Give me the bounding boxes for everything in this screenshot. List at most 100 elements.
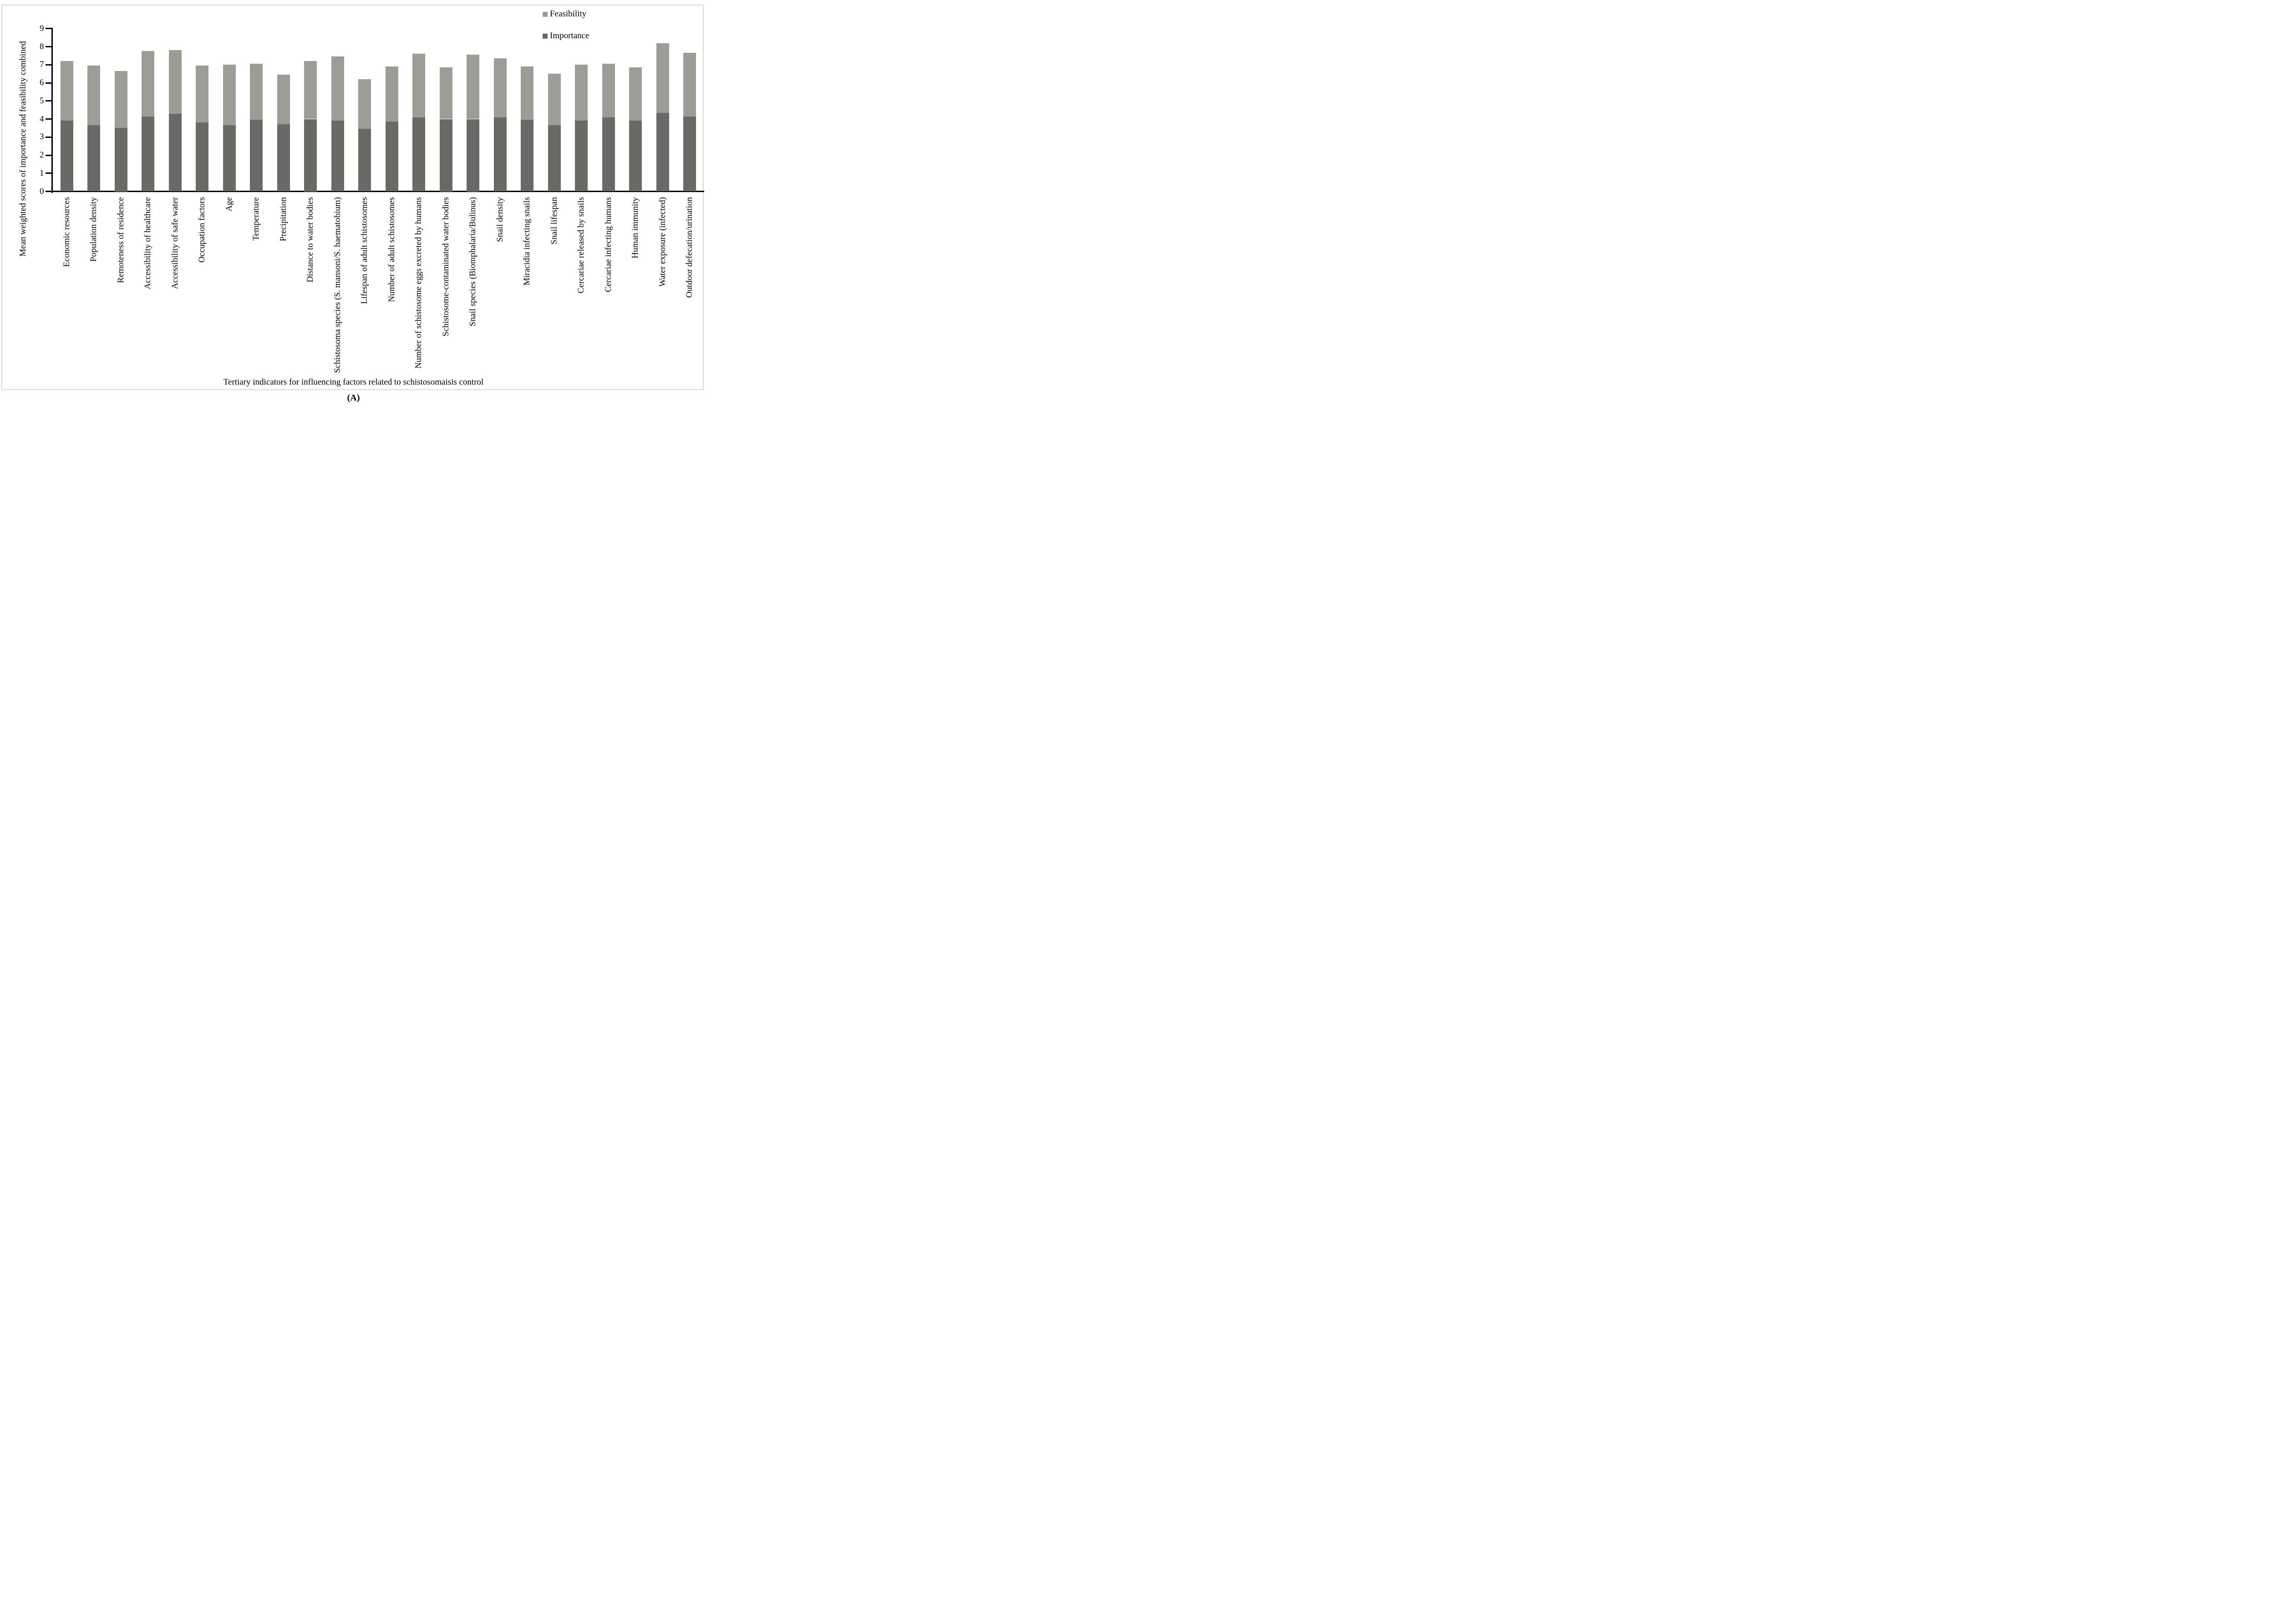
bar-importance-segment [87, 125, 100, 192]
x-axis-label: Outdoor defecation/urination [685, 197, 694, 298]
bar-feasibility-segment [683, 53, 696, 117]
bar-importance-segment [439, 119, 452, 192]
y-axis-title: Mean weighted scores of importance and f… [18, 41, 28, 257]
bar-importance-segment [385, 122, 398, 192]
bar-feasibility-segment [467, 55, 479, 119]
y-tick-label: 1 [40, 168, 44, 178]
bar-importance-segment [142, 116, 154, 192]
bar-importance-segment [277, 124, 290, 192]
legend-label: Importance [550, 31, 589, 41]
bar-feasibility-segment [521, 66, 533, 120]
y-tick-label: 6 [40, 78, 44, 87]
bar-feasibility-segment [412, 54, 425, 117]
bar-feasibility-segment [656, 43, 669, 113]
y-tick-mark [46, 136, 51, 138]
x-axis-label: Economic resources [61, 197, 71, 267]
x-axis-label: Cercariae infecting humans [603, 197, 613, 292]
y-tick-label: 8 [40, 41, 44, 51]
x-axis-label: Age [224, 197, 234, 212]
bar-importance-segment [412, 117, 425, 192]
bar-feasibility-segment [60, 61, 73, 121]
bar-importance-segment [683, 116, 696, 192]
y-tick-label: 4 [40, 114, 44, 124]
x-axis-label: Schistosoma species (S. mansoni/S. haema… [332, 197, 342, 373]
x-axis-label: Remoteness of residence [116, 197, 126, 283]
bar-importance-segment [196, 122, 208, 192]
bar-importance-segment [575, 121, 588, 192]
x-axis-label: Water exposure (infected) [657, 197, 667, 287]
legend-item-feasibility: Feasibility [543, 9, 586, 19]
bar-feasibility-segment [196, 66, 208, 123]
y-tick-label: 7 [40, 60, 44, 70]
y-tick-label: 0 [40, 186, 44, 196]
x-axis-title: Tertiary indicators for influencing fact… [223, 377, 484, 387]
y-tick-mark [46, 82, 51, 84]
y-tick-label: 9 [40, 23, 44, 33]
bar-feasibility-segment [439, 67, 452, 119]
y-tick-label: 2 [40, 150, 44, 160]
y-tick-mark [46, 173, 51, 174]
figure-frame [1, 5, 704, 390]
bar-feasibility-segment [304, 61, 317, 119]
y-tick-mark [46, 191, 51, 192]
bar-feasibility-segment [331, 56, 344, 121]
bar-importance-segment [250, 120, 263, 192]
y-tick-mark [46, 46, 51, 47]
bar-feasibility-segment [602, 64, 615, 117]
bar-feasibility-segment [629, 67, 642, 121]
legend-label: Feasibility [550, 9, 587, 19]
bar-feasibility-segment [548, 74, 561, 126]
x-axis-label: Distance to water bodies [305, 197, 315, 283]
x-axis-label: Lifespan of adult schistosomes [360, 197, 369, 304]
bar-feasibility-segment [385, 66, 398, 122]
y-tick-mark [46, 118, 51, 120]
bar-importance-segment [304, 119, 317, 192]
x-axis-label: Precipitation [278, 197, 288, 242]
x-axis-label: Accessibility of healthcare [143, 197, 152, 289]
x-axis-label: Accessibility of safe water [170, 197, 180, 289]
y-tick-mark [46, 28, 51, 30]
bar-importance-segment [467, 119, 479, 192]
bar-importance-segment [168, 113, 182, 192]
x-axis-label: Temperature [251, 197, 261, 241]
bar-importance-segment [656, 112, 669, 192]
bar-importance-segment [629, 121, 642, 192]
bar-feasibility-segment [142, 51, 154, 117]
bar-importance-segment [493, 117, 507, 192]
y-tick-mark [46, 64, 51, 66]
y-tick-mark [46, 154, 51, 156]
bar-feasibility-segment [358, 79, 371, 129]
x-axis-label: Miracidia infecting snails [522, 197, 532, 286]
bar-feasibility-segment [87, 66, 100, 126]
x-axis-line [51, 191, 704, 192]
bar-importance-segment [331, 121, 344, 192]
bar-feasibility-segment [168, 50, 182, 114]
feasibility-swatch-icon [543, 11, 548, 17]
figure-caption: (A) [347, 393, 360, 403]
x-axis-label: Number of adult schistosomes [386, 197, 396, 302]
x-axis-label: Snail lifespan [549, 197, 559, 244]
bar-importance-segment [521, 120, 533, 192]
legend-item-importance: Importance [543, 31, 589, 41]
bar-feasibility-segment [277, 75, 290, 125]
x-axis-label: Occupation factors [197, 197, 207, 263]
y-tick-mark [46, 100, 51, 102]
importance-swatch-icon [543, 33, 548, 39]
bar-importance-segment [602, 117, 615, 192]
x-axis-label: Number of schistosome eggs excreted by h… [414, 197, 423, 369]
y-axis-line [51, 28, 53, 193]
bar-importance-segment [223, 125, 236, 192]
bar-feasibility-segment [575, 65, 588, 121]
x-axis-label: Snail species (Biomphalaria/Bulinus) [468, 197, 478, 326]
bar-importance-segment [114, 128, 127, 192]
bar-feasibility-segment [493, 58, 507, 117]
bar-importance-segment [358, 129, 371, 192]
y-tick-label: 3 [40, 132, 44, 142]
bar-feasibility-segment [250, 64, 263, 120]
bar-feasibility-segment [114, 71, 127, 128]
bar-importance-segment [60, 121, 73, 192]
y-tick-label: 5 [40, 96, 44, 106]
x-axis-label: Snail density [495, 197, 505, 242]
x-axis-label: Population density [89, 197, 98, 262]
x-axis-label: Cercariae released by snails [576, 197, 586, 294]
